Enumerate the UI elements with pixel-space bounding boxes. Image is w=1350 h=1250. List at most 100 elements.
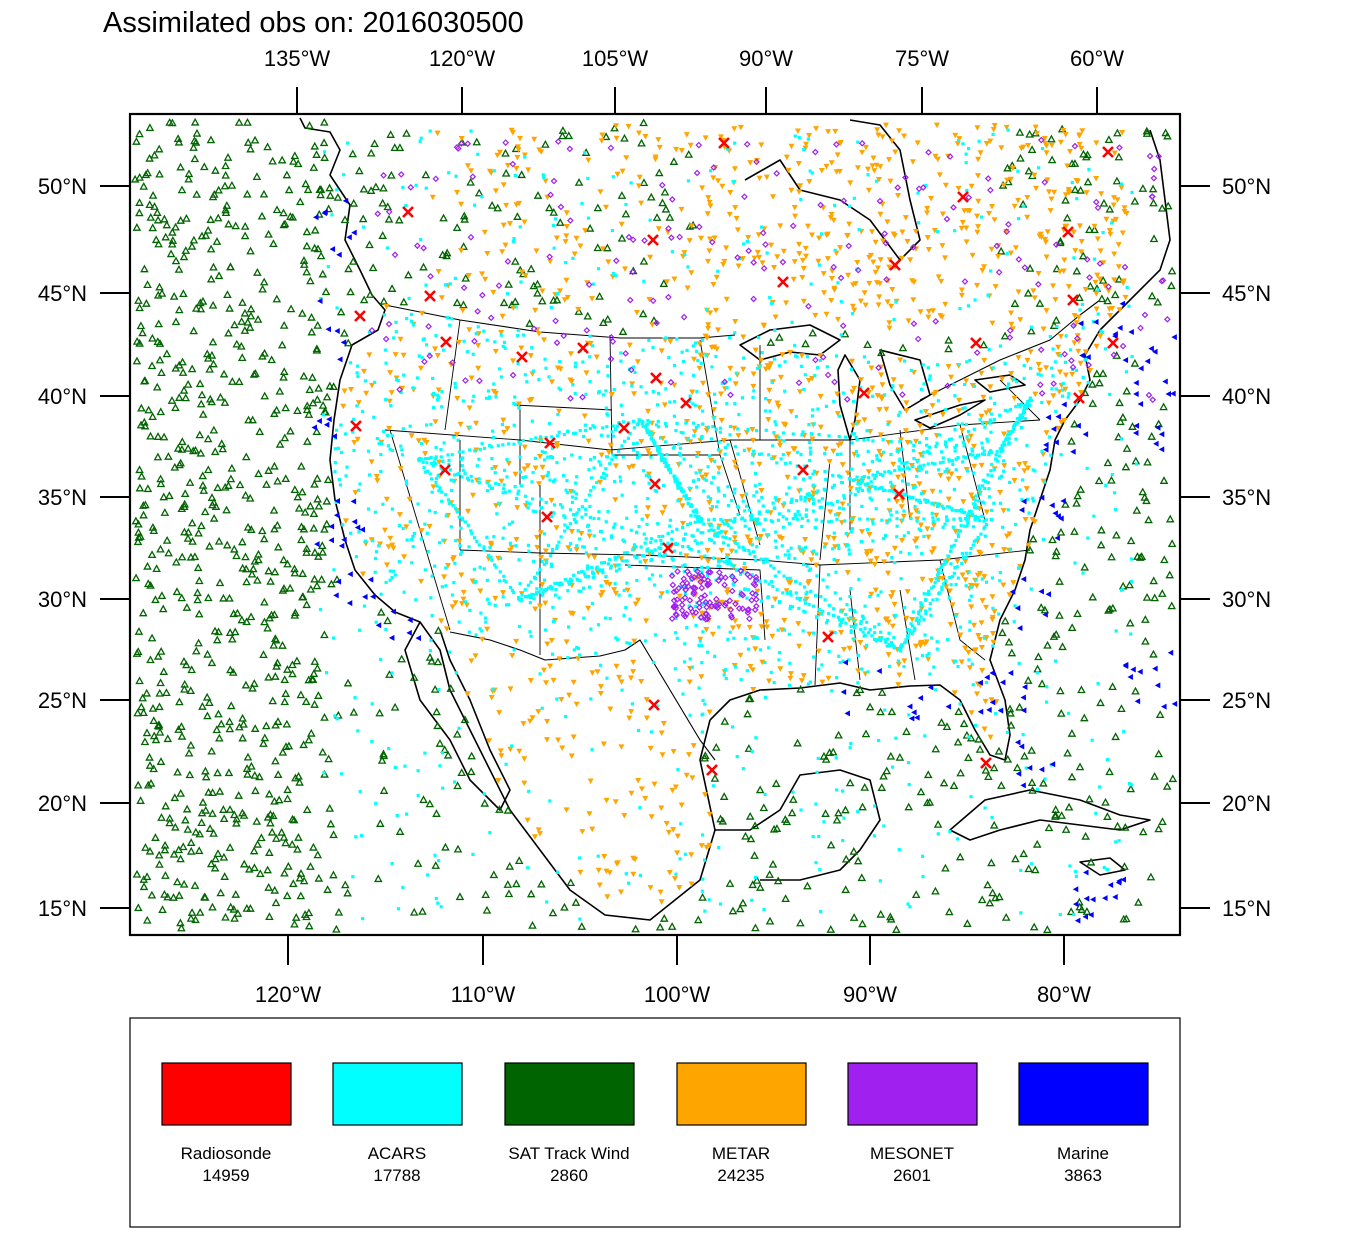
obs-acars-marker [551,479,556,483]
obs-acars-marker [1108,392,1112,396]
obs-metar-marker [643,697,650,703]
obs-acars-marker [866,360,871,364]
obs-sat-marker [182,804,192,813]
obs-sat-marker [1098,369,1108,377]
obs-acars-marker [576,646,581,651]
obs-metar-marker [429,194,436,201]
obs-acars-marker [841,659,845,663]
obs-acars-marker [597,568,602,572]
obs-metar-marker [1078,249,1085,255]
obs-sat-marker [281,838,290,847]
obs-acars-marker [545,900,549,904]
obs-acars-marker [983,525,987,529]
obs-acars-marker [852,608,856,613]
obs-metar-marker [834,152,841,158]
obs-sat-marker [285,583,295,592]
obs-acars-marker [801,477,806,481]
obs-acars-marker [373,380,377,384]
obs-metar-marker [865,469,872,475]
obs-acars-marker [781,431,786,435]
obs-acars-marker [852,432,856,436]
obs-acars-marker [864,643,869,648]
obs-metar-marker [384,562,391,568]
obs-metar-marker [886,157,893,163]
obs-acars-marker [531,369,536,373]
obs-metar-marker [544,641,551,647]
obs-acars-marker [940,585,944,589]
obs-acars-marker [1073,561,1077,565]
obs-acars-marker [777,435,781,439]
obs-sat-marker [307,312,316,321]
obs-sat-marker [852,688,862,697]
obs-acars-marker [691,373,696,377]
obs-metar-marker [466,405,473,411]
obs-sat-marker [260,391,269,400]
obs-sat-marker [1085,225,1094,234]
obs-acars-marker [844,612,848,617]
obs-sat-marker [759,803,769,812]
obs-metar-marker [529,715,536,721]
obs-sat-marker [413,859,423,867]
obs-metar-marker [532,606,539,612]
obs-metar-marker [449,604,456,610]
obs-acars-marker [836,281,840,285]
obs-metar-marker [621,813,628,819]
obs-metar-marker [655,226,662,232]
obs-acars-marker [871,394,875,398]
obs-acars-marker [963,511,967,515]
obs-metar-marker [817,353,824,359]
obs-sat-marker [379,183,388,192]
obs-acars-marker [562,457,567,461]
obs-acars-marker [1127,782,1132,786]
obs-metar-marker [458,572,465,579]
obs-metar-marker [787,671,794,677]
obs-acars-marker [710,365,714,369]
obs-metar-marker [438,295,445,301]
obs-acars-marker [720,381,724,385]
obs-metar-marker [1107,231,1114,238]
obs-acars-marker [646,496,650,501]
obs-sat-marker [808,328,818,337]
obs-acars-marker [333,447,337,451]
obs-sat-marker [216,392,225,401]
obs-metar-marker [1015,355,1022,361]
obs-acars-marker [401,885,405,889]
obs-acars-marker [702,858,707,862]
obs-acars-marker [924,500,928,504]
obs-acars-marker [709,528,713,532]
obs-acars-marker [834,756,838,760]
obs-acars-marker [757,499,761,503]
obs-metar-marker [844,470,851,476]
obs-metar-marker [696,405,703,411]
obs-metar-marker [945,476,952,483]
obs-acars-marker [672,474,676,478]
obs-sat-marker [593,243,603,252]
obs-acars-marker [678,481,682,485]
obs-metar-marker [548,497,555,504]
obs-acars-marker [486,389,491,393]
obs-sat-marker [453,781,462,790]
obs-metar-marker [568,529,575,535]
obs-acars-marker [873,476,877,481]
obs-acars-marker [594,546,598,551]
obs-metar-marker [813,126,820,132]
obs-acars-marker [460,550,464,554]
obs-acars-marker [609,564,613,568]
obs-sat-marker [832,815,842,824]
obs-acars-marker [983,479,988,484]
obs-acars-marker [352,448,356,453]
obs-sat-marker [886,751,896,760]
obs-acars-marker [367,330,372,334]
obs-sat-marker [230,320,239,329]
obs-acars-marker [724,676,728,681]
obs-acars-marker [811,509,815,513]
obs-sat-marker [249,564,258,573]
obs-acars-marker [584,551,588,555]
obs-sat-marker [162,536,172,544]
obs-sat-marker [290,485,300,494]
obs-acars-marker [921,874,925,879]
obs-sat-marker [302,405,312,414]
obs-acars-marker [695,454,699,459]
obs-sat-marker [1055,610,1064,619]
obs-acars-marker [361,225,366,229]
